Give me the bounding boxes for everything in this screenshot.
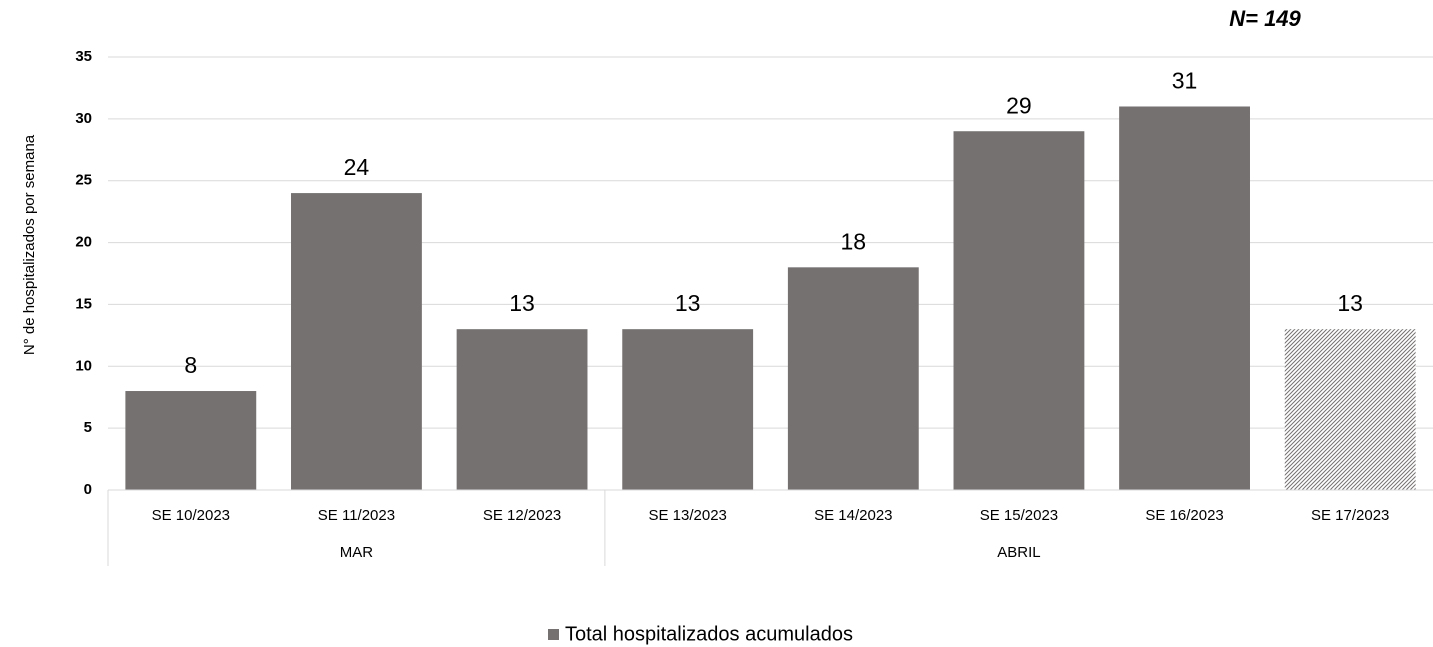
data-label: 31 [1172, 68, 1198, 94]
x-tick-label: SE 16/2023 [1145, 507, 1223, 524]
bar [953, 131, 1085, 490]
y-tick-label: 15 [75, 295, 92, 312]
x-tick-label: SE 13/2023 [648, 507, 726, 524]
y-tick-label: 35 [75, 48, 92, 65]
data-label: 13 [509, 290, 535, 316]
data-label: 24 [344, 154, 370, 180]
data-label: 13 [1337, 290, 1363, 316]
bar [1119, 106, 1250, 490]
group-label: ABRIL [997, 544, 1040, 561]
x-tick-label: SE 15/2023 [980, 507, 1058, 524]
x-tick-label: SE 11/2023 [318, 507, 395, 524]
y-tick-label: 5 [84, 419, 92, 436]
data-label: 13 [675, 290, 701, 316]
annotation: N= 149 [1229, 6, 1301, 31]
x-tick-label: SE 12/2023 [483, 507, 561, 524]
y-tick-label: 30 [75, 110, 92, 127]
y-tick-label: 25 [75, 172, 92, 189]
group-label: MAR [340, 544, 374, 561]
bar [787, 267, 919, 490]
y-tick-label: 20 [75, 234, 92, 251]
data-label: 8 [184, 352, 197, 378]
x-tick-label: SE 10/2023 [152, 507, 230, 524]
y-tick-label: 10 [75, 357, 92, 374]
y-axis-title: N° de hospitalizados por semana [21, 134, 38, 355]
x-tick-label: SE 14/2023 [814, 507, 892, 524]
legend-label: Total hospitalizados acumulados [565, 623, 853, 645]
y-tick-label: 0 [84, 481, 92, 498]
bar [125, 391, 257, 490]
legend-swatch [548, 629, 559, 640]
x-tick-label: SE 17/2023 [1311, 507, 1389, 524]
bar [622, 329, 754, 490]
data-label: 29 [1006, 92, 1032, 118]
bar [291, 193, 422, 491]
bar [1284, 329, 1416, 490]
data-label: 18 [841, 228, 867, 254]
bar [456, 329, 588, 490]
